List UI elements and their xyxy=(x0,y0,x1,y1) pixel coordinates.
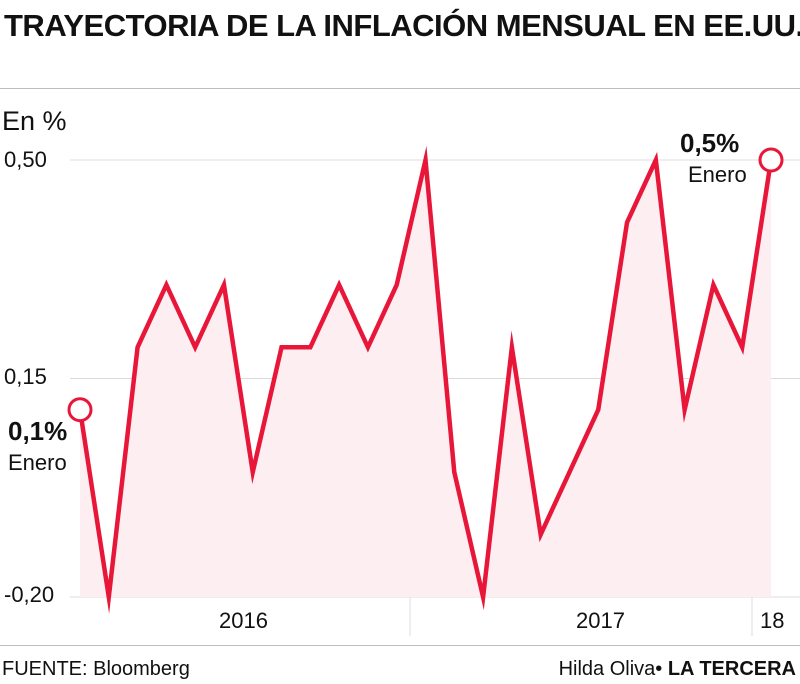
y-axis-label: En % xyxy=(2,106,67,136)
series-line xyxy=(77,145,774,614)
credit-separator: • xyxy=(655,658,663,680)
footer-divider xyxy=(0,645,800,646)
y-tick-label: -0,20 xyxy=(4,582,55,607)
source-note: FUENTE: Bloomberg xyxy=(2,658,190,680)
author-name: Hilda Oliva xyxy=(558,658,656,680)
title-divider xyxy=(0,88,800,89)
y-tick-label: 0,15 xyxy=(4,364,47,389)
end-point-marker xyxy=(758,147,784,173)
x-tick-label: 18 xyxy=(760,608,785,633)
series-area xyxy=(80,160,771,597)
start-value-label: 0,1% xyxy=(8,416,68,446)
x-tick-label: 2016 xyxy=(219,608,268,633)
start-point-marker xyxy=(67,397,93,423)
x-tick-label: 2017 xyxy=(576,608,625,633)
end-month-label: Enero xyxy=(688,162,747,187)
end-value-label: 0,5% xyxy=(680,128,740,158)
chart-title: TRAYECTORIA DE LA INFLACIÓN MENSUAL EN E… xyxy=(4,8,800,43)
publisher-logo: LA TERCERA xyxy=(667,658,796,680)
credit: Hilda Oliva• LA TERCERA xyxy=(559,658,796,681)
y-tick-label: 0,50 xyxy=(4,147,47,172)
start-month-label: Enero xyxy=(8,450,67,475)
